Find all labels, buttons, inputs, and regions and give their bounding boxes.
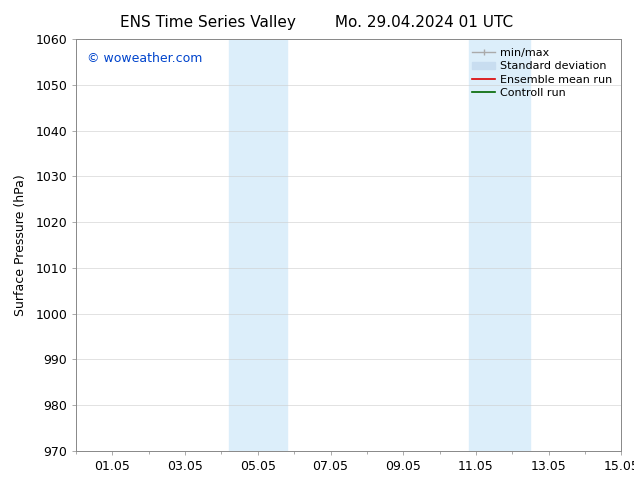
Y-axis label: Surface Pressure (hPa): Surface Pressure (hPa) — [14, 174, 27, 316]
Bar — [469, 39, 531, 451]
Bar — [229, 39, 287, 451]
Legend: min/max, Standard deviation, Ensemble mean run, Controll run: min/max, Standard deviation, Ensemble me… — [469, 45, 616, 101]
Text: ENS Time Series Valley        Mo. 29.04.2024 01 UTC: ENS Time Series Valley Mo. 29.04.2024 01… — [120, 15, 514, 30]
Text: © woweather.com: © woweather.com — [87, 51, 202, 65]
